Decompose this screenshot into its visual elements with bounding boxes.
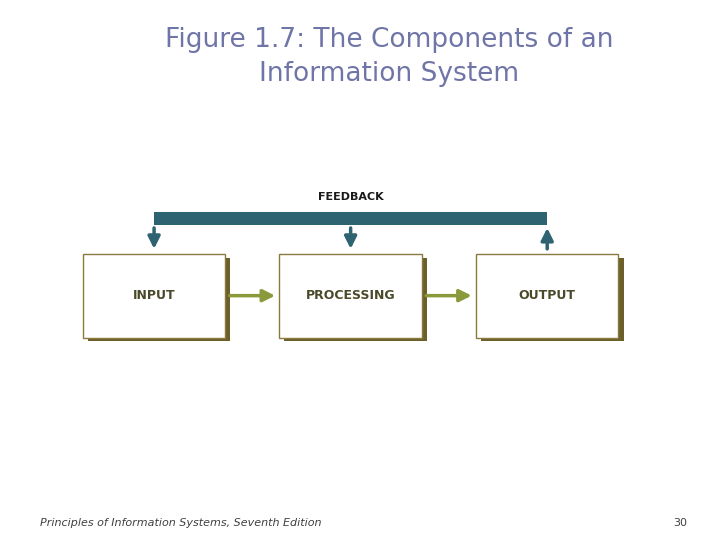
FancyBboxPatch shape: [88, 258, 230, 341]
Text: FEEDBACK: FEEDBACK: [318, 192, 384, 202]
FancyBboxPatch shape: [284, 258, 427, 341]
FancyBboxPatch shape: [83, 254, 225, 338]
Text: Figure 1.7: The Components of an
Information System: Figure 1.7: The Components of an Informa…: [165, 27, 613, 87]
FancyBboxPatch shape: [154, 212, 547, 226]
FancyBboxPatch shape: [279, 254, 422, 338]
Text: Principles of Information Systems, Seventh Edition: Principles of Information Systems, Seven…: [40, 518, 321, 528]
Text: INPUT: INPUT: [132, 289, 176, 302]
FancyBboxPatch shape: [476, 254, 618, 338]
FancyBboxPatch shape: [481, 258, 624, 341]
Text: PROCESSING: PROCESSING: [306, 289, 395, 302]
Text: 30: 30: [674, 518, 688, 528]
Text: OUTPUT: OUTPUT: [518, 289, 576, 302]
